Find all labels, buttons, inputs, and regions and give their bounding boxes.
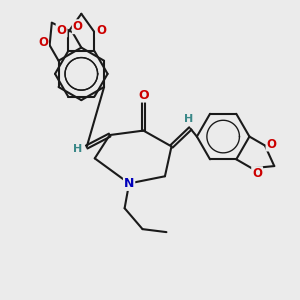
Text: N: N	[124, 177, 134, 190]
Text: O: O	[252, 167, 262, 180]
Text: O: O	[38, 36, 48, 50]
Text: O: O	[57, 24, 67, 37]
Text: O: O	[138, 88, 149, 102]
Text: H: H	[73, 143, 82, 154]
Text: O: O	[96, 24, 106, 37]
Text: H: H	[184, 114, 194, 124]
Text: O: O	[73, 20, 83, 33]
Text: O: O	[266, 137, 277, 151]
